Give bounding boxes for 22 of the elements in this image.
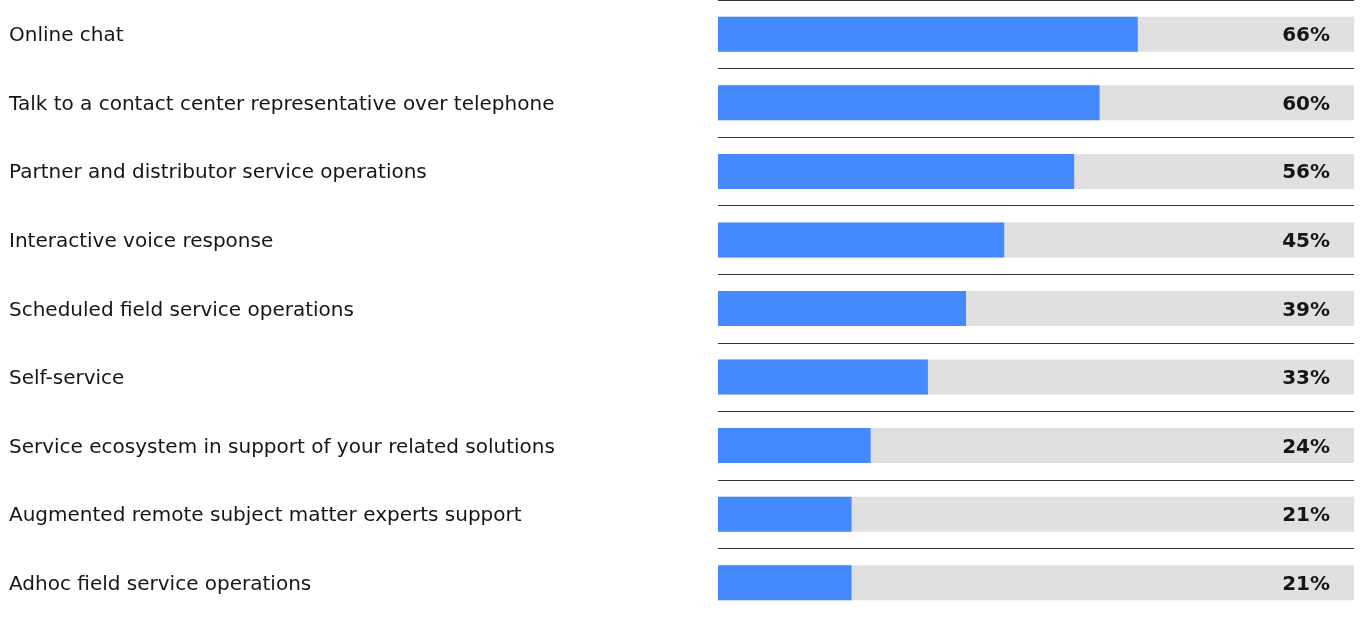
bar [718, 428, 871, 464]
y-tick-label: Augmented remote subject matter experts support [9, 502, 522, 527]
y-tick-label: Adhoc field service operations [9, 570, 312, 595]
data-label: 33% [1282, 365, 1330, 390]
data-label: 45% [1282, 227, 1330, 252]
y-tick-label: Interactive voice response [9, 227, 274, 252]
data-label: 56% [1282, 159, 1330, 184]
y-tick-label: Scheduled field service operations [9, 296, 354, 321]
bar [718, 359, 928, 395]
data-label: 24% [1282, 433, 1330, 458]
y-tick-label: Partner and distributor service operations [9, 159, 427, 184]
data-label: 60% [1282, 90, 1330, 115]
y-tick-label: Online chat [9, 22, 124, 47]
data-label: 21% [1282, 502, 1330, 527]
data-label: 21% [1282, 570, 1330, 595]
y-tick-label: Self-service [9, 365, 125, 390]
bar [718, 496, 852, 532]
data-label: 39% [1282, 296, 1330, 321]
bar [718, 565, 852, 601]
y-tick-label: Talk to a contact center representative over telephone [8, 90, 555, 115]
y-tick-label: Service ecosystem in support of your related solutions [9, 433, 555, 458]
data-label: 66% [1282, 22, 1330, 47]
